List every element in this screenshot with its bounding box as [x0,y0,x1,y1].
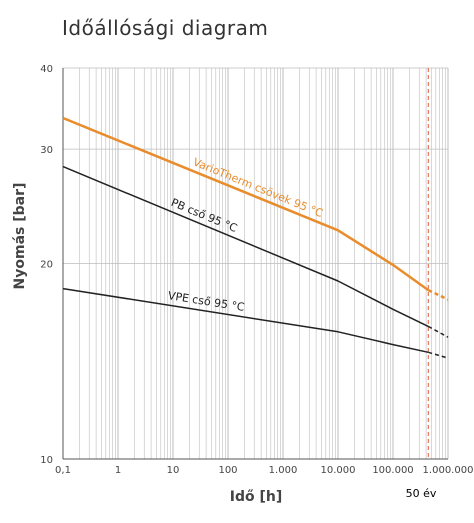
y-axis-title: Nyomás [bar] [12,183,28,290]
x-tick-label: 100.000 [372,465,413,476]
x-tick-label: 1.000.000 [423,465,474,476]
chart-title: Időállósági diagram [62,16,269,40]
x-tick-label: 0,1 [55,465,71,476]
y-tick-label: 10 [40,455,53,466]
x-tick-label: 10.000 [321,465,356,476]
x-tick-label: 10 [167,465,180,476]
series-line-pb [62,165,429,328]
series-line-vpe [62,287,429,354]
grid [62,67,449,460]
x-tick-label: 1 [115,465,121,476]
x-tick-label: 100 [218,465,237,476]
y-tick-label: 40 [40,64,53,75]
series-layer [62,68,449,459]
series-line-variotherm [62,116,430,292]
series-extrapolation-vpe [428,351,449,359]
x-tick-label: 1.000 [269,465,298,476]
y-tick-label: 30 [40,145,53,156]
x-axis-title: Idő [h] [230,489,283,505]
series-extrapolation-variotherm [427,288,449,301]
labels-layer: 0,1 1 10 100 1.000 10.000 100.000 1.000.000 10 20… [40,64,473,476]
fifty-years-label: 50 év [406,487,437,500]
y-tick-label: 20 [40,260,53,271]
series-extrapolation-pb [427,325,449,338]
